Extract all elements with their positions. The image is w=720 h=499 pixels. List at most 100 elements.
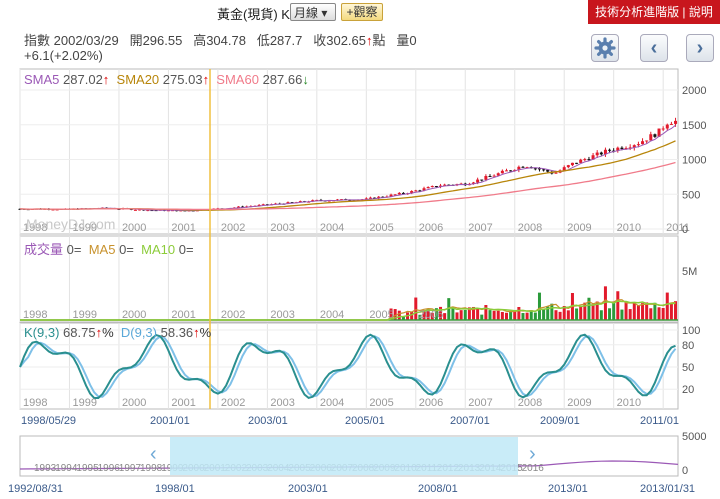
d-unit: % xyxy=(199,325,212,340)
price-xtick-label: 2007 xyxy=(468,222,492,234)
price-xtick-label: 2009 xyxy=(567,222,591,234)
sma60-arrow: ↓ xyxy=(302,72,309,87)
navigator-panel xyxy=(19,435,679,477)
nav-xtick-label: 2013/01 xyxy=(548,483,588,495)
candle-body xyxy=(504,170,508,172)
candle-body xyxy=(439,185,443,187)
candle-body xyxy=(476,179,480,183)
high-label: 高 xyxy=(193,33,207,48)
sma5-line xyxy=(19,124,676,212)
sma60-name: SMA60 xyxy=(216,72,259,87)
candle-body xyxy=(525,167,529,169)
volume-bar xyxy=(459,310,463,320)
open-label: 開 xyxy=(129,33,143,48)
candle-body xyxy=(373,197,377,199)
low-label: 低 xyxy=(256,33,270,48)
candle-body xyxy=(237,206,241,208)
nav-right-handle-icon[interactable]: › xyxy=(529,443,536,465)
volume-bar xyxy=(389,308,393,320)
candle-body xyxy=(636,144,640,146)
volume-bar xyxy=(575,308,579,320)
candle-body xyxy=(665,124,669,129)
vol-xtick-label: 2002 xyxy=(221,309,245,321)
volume-bar xyxy=(410,311,414,320)
candle-body xyxy=(480,179,484,181)
candle-body xyxy=(500,170,504,174)
vol-ytick-label: 5M xyxy=(682,266,697,278)
volume-bar xyxy=(529,310,533,320)
k-unit: % xyxy=(102,325,114,340)
vol-ma10-line xyxy=(20,300,676,321)
candle-body xyxy=(674,120,678,124)
volume-bar xyxy=(657,307,661,320)
candle-body xyxy=(327,200,331,202)
watch-button[interactable]: +觀察 xyxy=(341,3,383,21)
volume-bar xyxy=(517,306,521,320)
candle-body xyxy=(566,165,570,168)
volume-bar xyxy=(434,308,438,320)
candle-body xyxy=(443,184,447,186)
price-xtick-label: 2004 xyxy=(320,222,344,234)
volume-bar xyxy=(513,310,517,320)
vol-xtick-label: 1999 xyxy=(72,309,96,321)
volume-bar xyxy=(525,312,529,320)
vol-xtick-label: 1998 xyxy=(23,309,47,321)
price-ytick-label: 1500 xyxy=(682,120,706,132)
sma60-value: 287.66 xyxy=(262,72,303,87)
sma5-name: SMA5 xyxy=(24,72,60,87)
volume-bar xyxy=(496,310,500,320)
vol-xtick-label: 2005 xyxy=(369,309,393,321)
kd-series xyxy=(19,333,677,399)
period-select[interactable]: 月線 ▾ xyxy=(290,3,336,21)
chevron-right-icon[interactable]: › xyxy=(686,34,714,62)
sma20-value: 275.03 xyxy=(162,72,203,87)
candle-body xyxy=(513,169,517,171)
nav-year-label: 1994 xyxy=(55,463,78,474)
kd-year-label: 2006 xyxy=(419,397,443,409)
price-ytick-label: 500 xyxy=(682,189,700,201)
candle-body xyxy=(616,147,620,151)
candle-body xyxy=(261,204,265,206)
vol-xtick-label: 2000 xyxy=(122,309,146,321)
price-legend: SMA5 287.02↑ SMA20 275.03↑ SMA60 287.66↓ xyxy=(24,72,309,87)
kd-ytick-label: 20 xyxy=(682,384,694,396)
kd-year-label: 2007 xyxy=(468,397,492,409)
candle-body xyxy=(546,169,550,172)
nav-left-handle-icon[interactable]: ‹ xyxy=(150,443,157,465)
kd-xtick-label: 2011/01 xyxy=(640,415,679,427)
sma5-arrow: ↑ xyxy=(102,72,110,87)
candle-body xyxy=(554,172,558,174)
candle-body xyxy=(603,149,607,155)
candle-body xyxy=(430,186,434,188)
nav-year-label: 1995 xyxy=(76,463,99,474)
volume-bar xyxy=(595,301,599,320)
volume-bar xyxy=(546,306,550,320)
candle-body xyxy=(393,194,397,196)
candle-body xyxy=(562,167,566,171)
price-xtick-label: 2000 xyxy=(122,222,146,234)
advanced-links[interactable]: 技術分析進階版 | 說明 xyxy=(588,0,720,24)
navigator-window[interactable] xyxy=(170,437,518,475)
volume-bar xyxy=(537,292,541,320)
volume-bar xyxy=(587,297,591,320)
gear-icon[interactable] xyxy=(591,34,619,62)
price-xtick-label: 2005 xyxy=(369,222,393,234)
candle-body xyxy=(397,192,401,195)
candle-body xyxy=(472,182,476,184)
kd-xtick-label: 1998/05/29 xyxy=(21,415,76,427)
candle-body xyxy=(521,166,525,168)
volume-bar xyxy=(669,303,673,320)
price-xtick-label: 1999 xyxy=(72,222,96,234)
volume-bar xyxy=(661,308,665,320)
candle-body xyxy=(133,209,137,211)
k-arrow: ↑ xyxy=(95,325,103,340)
price-ytick-label: 0 xyxy=(682,224,688,236)
candle-body xyxy=(624,148,628,150)
volume-bar xyxy=(430,312,434,320)
chevron-left-icon[interactable]: ‹ xyxy=(640,34,668,62)
candle-body xyxy=(51,209,55,211)
volume-bar xyxy=(397,310,401,320)
nav-xtick-label: 1998/01 xyxy=(155,483,195,495)
quote-label: 指數 xyxy=(24,33,51,48)
